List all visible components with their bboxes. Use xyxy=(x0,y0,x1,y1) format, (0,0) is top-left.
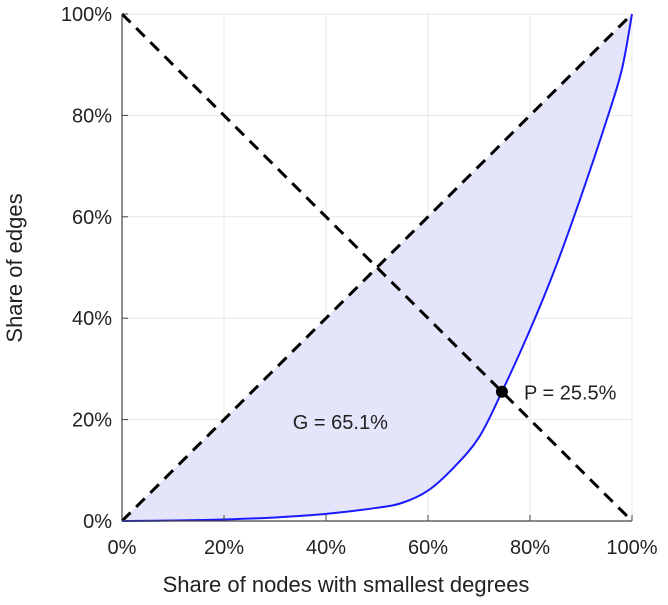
y-tick-label: 20% xyxy=(72,410,112,432)
p-annotation: P = 25.5% xyxy=(524,383,617,405)
gini-area-fill xyxy=(122,14,632,521)
y-tick-label: 100% xyxy=(61,4,112,26)
x-tick-label: 60% xyxy=(408,537,448,559)
x-tick-label: 0% xyxy=(108,537,137,559)
x-tick-label: 20% xyxy=(204,537,244,559)
x-tick-label: 100% xyxy=(606,537,657,559)
x-axis-label: Share of nodes with smallest degrees xyxy=(163,572,530,597)
y-tick-label: 80% xyxy=(72,105,112,127)
y-tick-label: 0% xyxy=(83,511,112,533)
axes: 0% 0% 20% 20% 40% 40% 60% 60% 80% 80% 100% 100% xyxy=(61,4,658,559)
x-tick-label: 80% xyxy=(510,537,550,559)
y-axis-label: Share of edges xyxy=(2,193,27,342)
lorenz-curve xyxy=(121,13,633,522)
y-tick-label: 60% xyxy=(72,207,112,229)
gini-annotation: G = 65.1% xyxy=(293,412,388,434)
p-point-marker xyxy=(495,385,508,398)
y-tick-label: 40% xyxy=(72,308,112,330)
x-tick-label: 40% xyxy=(306,537,346,559)
